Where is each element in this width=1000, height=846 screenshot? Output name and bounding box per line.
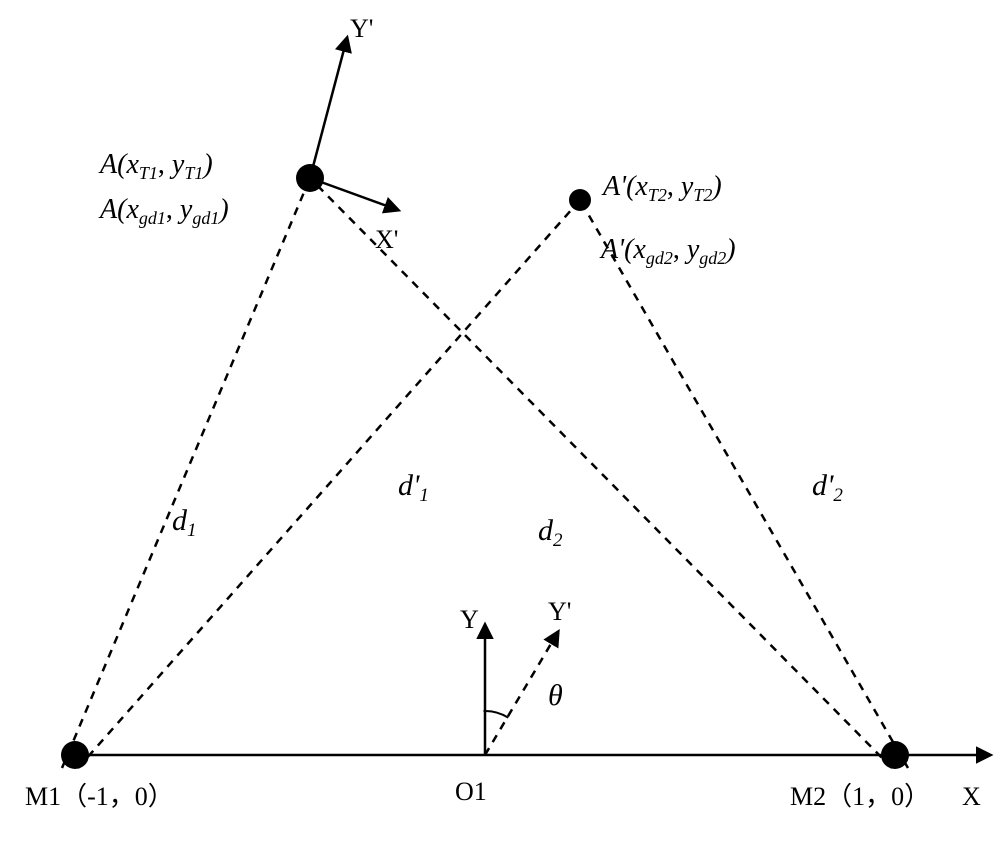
- label-theta: θ: [548, 679, 563, 712]
- label-ap-gd: A'(xgd2, ygd2): [599, 234, 736, 268]
- label-ap-t: A'(xT2, yT2): [601, 171, 722, 205]
- label-m2: M2（1，0）: [790, 782, 930, 811]
- label-m1: M1（-1，0）: [25, 782, 174, 811]
- label-d1: d1: [172, 504, 197, 541]
- label-yprime-a: Y': [350, 14, 373, 43]
- label-d2p: d'2: [812, 469, 843, 506]
- label-a-gd: A(xgd1, ygd1): [98, 194, 229, 228]
- label-d2: d2: [538, 514, 563, 551]
- label-x: X: [962, 782, 981, 811]
- label-d1p: d'1: [398, 469, 429, 506]
- label-o1: O1: [455, 777, 487, 806]
- label-a-t: A(xT1, yT1): [98, 149, 213, 183]
- geometry-diagram: M1（-1，0） M2（1，0） O1 X Y Y' Y' X' θ d1 d'1 d2 d'2 A(xT…: [0, 0, 1000, 846]
- label-yprime-origin: Y': [548, 597, 571, 626]
- label-xprime-a: X': [375, 225, 398, 254]
- label-y: Y: [460, 605, 479, 634]
